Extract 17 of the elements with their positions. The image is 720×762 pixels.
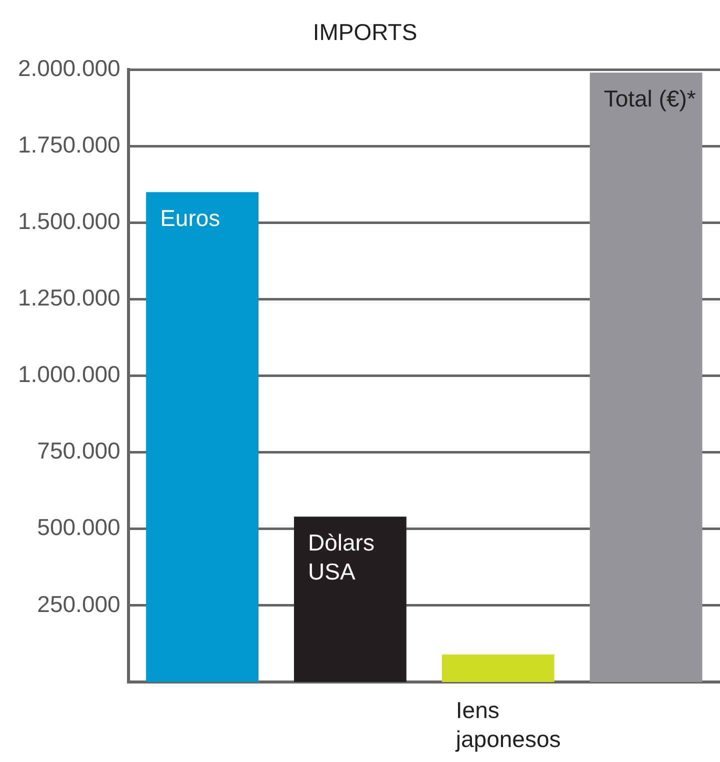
chart-title: IMPORTS bbox=[312, 19, 418, 46]
bar bbox=[590, 72, 702, 682]
x-tick-label: Total (€)* bbox=[604, 86, 696, 112]
y-tick-label: 500.000 bbox=[37, 514, 120, 540]
y-tick-label: 1.000.000 bbox=[18, 361, 120, 388]
x-tick-label: Dòlars USA bbox=[308, 529, 374, 584]
y-tick-label: 1.250.000 bbox=[18, 284, 120, 311]
x-tick-label: Euros bbox=[160, 204, 220, 231]
y-tick-label: 1.500.000 bbox=[18, 208, 120, 234]
bar bbox=[442, 654, 554, 682]
y-tick-label: 250.000 bbox=[37, 590, 120, 617]
bar bbox=[294, 516, 406, 682]
y-tick-label: 750.000 bbox=[37, 438, 120, 464]
bar bbox=[146, 192, 258, 682]
y-tick-label: 1.750.000 bbox=[18, 131, 120, 158]
y-tick-label: 2.000.000 bbox=[18, 54, 120, 81]
x-tick-label: Iens japonesos bbox=[454, 696, 561, 752]
